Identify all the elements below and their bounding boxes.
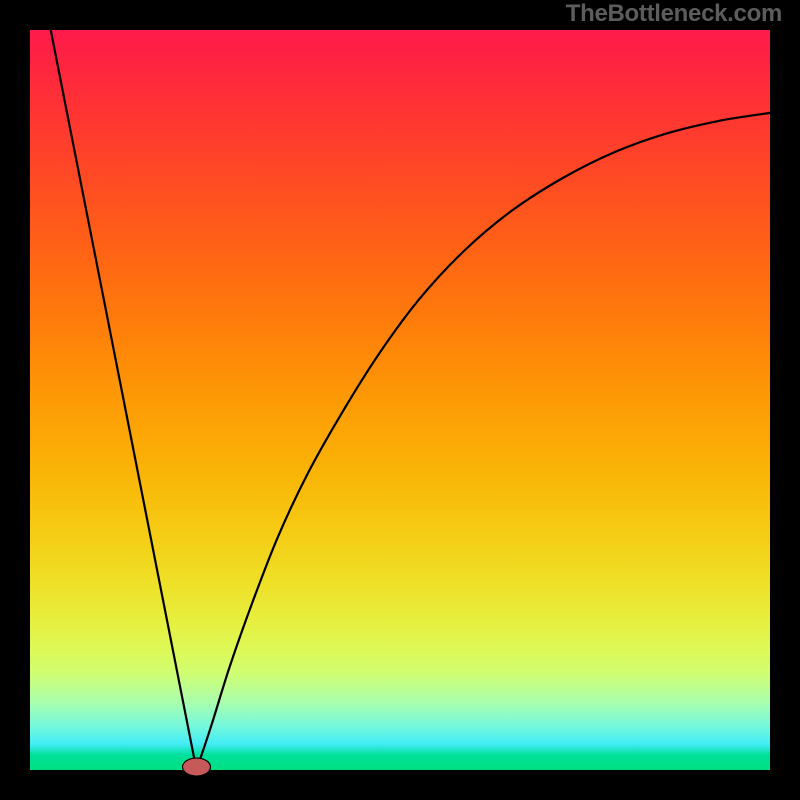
bottleneck-chart <box>0 0 800 800</box>
gradient-background <box>30 30 770 770</box>
optimal-point-marker <box>183 758 211 776</box>
watermark-text: TheBottleneck.com <box>566 0 782 28</box>
